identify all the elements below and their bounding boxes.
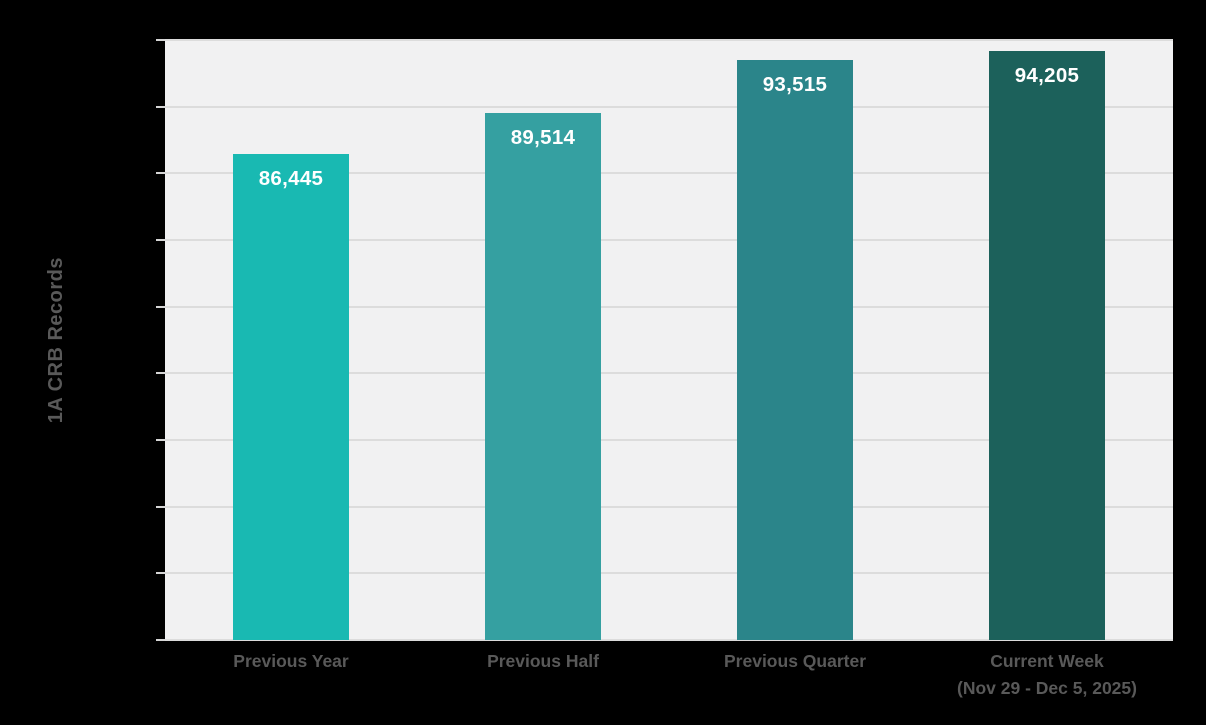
y-axis-tick — [156, 639, 165, 641]
bar-slot: 94,205 — [921, 40, 1173, 640]
category-label-line1: Previous Quarter — [724, 651, 866, 671]
gridline — [165, 639, 1173, 641]
plot-area: 86,445 89,514 93,515 94,205 — [156, 39, 1173, 641]
bar-value-label: 89,514 — [510, 126, 576, 150]
bar-4[interactable]: 94,205 — [989, 50, 1105, 640]
category-label-line2: (Nov 29 - Dec 5, 2025) — [957, 678, 1137, 698]
gridline — [165, 39, 1173, 41]
bar-2[interactable]: 89,514 — [485, 113, 601, 640]
gridline — [165, 505, 1173, 508]
bars-row: 86,445 89,514 93,515 94,205 — [165, 40, 1173, 640]
gridline — [165, 239, 1173, 241]
bar-value-label: 86,445 — [258, 167, 324, 191]
category-label-line1: Previous Year — [233, 651, 349, 671]
gridline — [165, 172, 1173, 175]
y-axis-tick — [156, 372, 165, 375]
bar-3[interactable]: 93,515 — [737, 59, 853, 640]
x-axis-category-label: Previous Half — [417, 648, 669, 702]
y-axis-title-box: 1A CRB Records — [32, 40, 80, 640]
x-axis-labels: Previous Year Previous Half Previous Quart… — [165, 648, 1173, 702]
category-label-line1: Previous Half — [487, 651, 599, 671]
x-axis-category-label: Previous Quarter — [669, 648, 921, 702]
gridline — [165, 439, 1173, 441]
y-axis-tick — [156, 39, 165, 41]
gridline — [165, 572, 1173, 575]
bar-slot: 89,514 — [417, 40, 669, 640]
y-axis-tick — [156, 572, 165, 575]
y-axis-title: 1A CRB Records — [44, 256, 67, 424]
x-axis-category-label: Current Week (Nov 29 - Dec 5, 2025) — [921, 648, 1173, 702]
y-axis-tick — [156, 305, 165, 308]
gridline — [165, 372, 1173, 375]
y-axis-tick — [156, 439, 165, 441]
bar-1[interactable]: 86,445 — [233, 154, 349, 640]
y-axis-tick — [156, 172, 165, 175]
bar-value-label: 93,515 — [762, 72, 828, 96]
bar-value-label: 94,205 — [1014, 63, 1080, 87]
gridline — [165, 305, 1173, 308]
y-axis-tick — [156, 505, 165, 508]
bar-slot: 86,445 — [165, 40, 417, 640]
gridline — [165, 105, 1173, 108]
y-axis-tick — [156, 239, 165, 241]
bar-slot: 93,515 — [669, 40, 921, 640]
y-axis-tick — [156, 105, 165, 108]
x-axis-category-label: Previous Year — [165, 648, 417, 702]
category-label-line1: Current Week — [990, 651, 1104, 671]
